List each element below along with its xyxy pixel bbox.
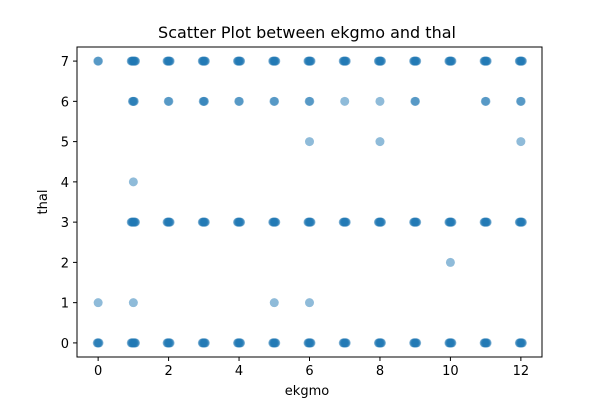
x-tick-label: 6 <box>305 364 313 379</box>
y-tick-label: 2 <box>61 256 69 271</box>
data-point <box>305 298 314 308</box>
y-axis-ticks: 0 1 2 3 4 5 6 7 <box>61 55 77 352</box>
x-tick-label: 2 <box>164 364 172 379</box>
data-point <box>128 298 138 308</box>
y-tick-label: 7 <box>61 55 69 70</box>
data-point <box>234 96 244 106</box>
data-point <box>271 56 281 66</box>
data-point <box>482 217 492 227</box>
data-point <box>164 96 174 106</box>
x-axis-ticks: 0 2 4 6 8 10 12 <box>94 357 529 379</box>
data-point <box>130 217 140 227</box>
data-point <box>93 298 103 308</box>
y-tick-label: 0 <box>61 337 69 352</box>
data-point <box>200 217 210 227</box>
data-point <box>236 338 246 348</box>
data-point <box>305 96 315 106</box>
x-tick-label: 4 <box>235 364 243 379</box>
data-point <box>412 56 422 66</box>
y-tick-label: 6 <box>61 95 69 110</box>
data-point <box>481 96 491 106</box>
y-tick-label: 3 <box>61 216 69 231</box>
data-point <box>447 217 457 227</box>
data-point <box>341 338 351 348</box>
data-point <box>306 56 316 66</box>
data-point <box>129 96 139 106</box>
data-point <box>271 217 281 227</box>
data-point <box>445 257 455 267</box>
data-point <box>447 56 457 66</box>
x-tick-label: 0 <box>94 364 102 379</box>
x-tick-label: 8 <box>376 364 384 379</box>
chart-title: Scatter Plot between ekgmo and thal <box>158 23 456 42</box>
data-point <box>517 338 527 348</box>
data-point <box>341 56 351 66</box>
data-point <box>165 56 175 66</box>
y-tick-label: 5 <box>61 136 69 151</box>
x-tick-label: 10 <box>442 364 459 379</box>
data-point <box>270 96 280 106</box>
data-point <box>376 338 386 348</box>
data-point <box>516 96 526 106</box>
data-point <box>269 298 279 308</box>
data-point <box>306 217 316 227</box>
data-point <box>412 338 422 348</box>
x-tick-label: 12 <box>513 364 530 379</box>
data-point <box>93 56 103 66</box>
data-point <box>341 217 351 227</box>
data-point <box>165 338 175 348</box>
data-point <box>200 338 210 348</box>
data-point <box>376 56 386 66</box>
data-point <box>340 96 350 106</box>
data-point <box>412 217 422 227</box>
data-point <box>305 137 314 147</box>
data-point <box>447 338 457 348</box>
data-point <box>410 96 420 106</box>
data-point <box>482 56 492 66</box>
y-tick-label: 1 <box>61 297 69 312</box>
data-point <box>375 137 385 147</box>
data-point <box>200 56 210 66</box>
y-axis-label: thal <box>36 190 51 215</box>
data-point <box>236 217 246 227</box>
data-points <box>92 56 527 348</box>
data-point <box>376 217 386 227</box>
data-point <box>517 56 527 66</box>
data-point <box>482 338 492 348</box>
data-point <box>94 338 104 348</box>
data-point <box>516 137 526 147</box>
data-point <box>236 56 246 66</box>
data-point <box>130 338 140 348</box>
data-point <box>306 338 316 348</box>
data-point <box>165 217 175 227</box>
data-point <box>199 96 209 106</box>
x-axis-label: ekgmo <box>285 384 329 399</box>
data-point <box>375 96 385 106</box>
plot-frame <box>76 46 543 358</box>
data-point <box>130 56 140 66</box>
data-point <box>517 217 527 227</box>
data-point <box>128 177 138 187</box>
data-point <box>271 338 281 348</box>
y-tick-label: 4 <box>61 176 69 191</box>
